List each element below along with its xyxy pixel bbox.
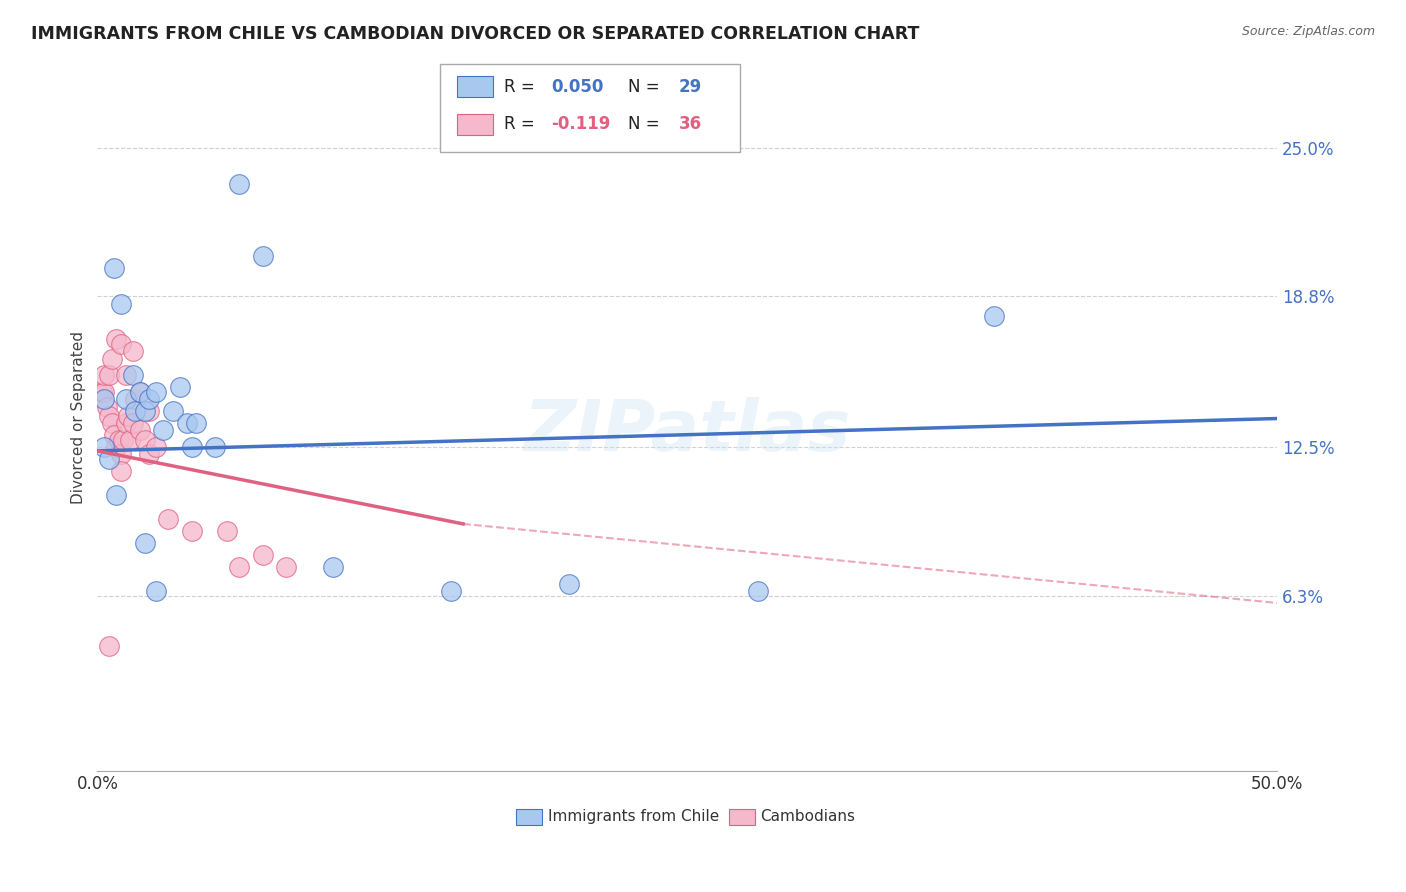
Point <box>204 440 226 454</box>
Point <box>96 400 118 414</box>
Point <box>138 447 160 461</box>
Text: -0.119: -0.119 <box>551 115 612 133</box>
Point <box>983 309 1005 323</box>
Bar <box>457 76 492 97</box>
Point <box>124 404 146 418</box>
Point <box>110 447 132 461</box>
FancyBboxPatch shape <box>440 64 741 153</box>
Point <box>252 249 274 263</box>
Point <box>105 333 128 347</box>
Point <box>152 424 174 438</box>
Text: 36: 36 <box>679 115 702 133</box>
Point <box>128 385 150 400</box>
Point <box>157 512 180 526</box>
Text: R =: R = <box>505 115 540 133</box>
Point <box>117 409 139 424</box>
Point <box>103 428 125 442</box>
Point <box>103 260 125 275</box>
Text: 29: 29 <box>679 78 703 95</box>
Point <box>120 433 142 447</box>
Point <box>93 440 115 454</box>
Point <box>228 177 250 191</box>
Point <box>747 584 769 599</box>
Point <box>128 385 150 400</box>
Point <box>138 392 160 407</box>
Point <box>110 337 132 351</box>
Point <box>322 560 344 574</box>
Bar <box>457 113 492 135</box>
Point <box>93 385 115 400</box>
Point <box>217 524 239 538</box>
Point <box>124 392 146 407</box>
Bar <box>728 809 755 825</box>
Point <box>98 452 121 467</box>
Point <box>100 351 122 366</box>
Point <box>180 524 202 538</box>
Point <box>121 344 143 359</box>
Text: ZIPatlas: ZIPatlas <box>523 397 851 466</box>
Point <box>440 584 463 599</box>
Point <box>114 392 136 407</box>
Bar <box>516 809 543 825</box>
Text: IMMIGRANTS FROM CHILE VS CAMBODIAN DIVORCED OR SEPARATED CORRELATION CHART: IMMIGRANTS FROM CHILE VS CAMBODIAN DIVOR… <box>31 25 920 43</box>
Point <box>98 368 121 383</box>
Y-axis label: Divorced or Separated: Divorced or Separated <box>72 331 86 504</box>
Text: 0.050: 0.050 <box>551 78 605 95</box>
Text: N =: N = <box>628 115 665 133</box>
Point <box>93 392 115 407</box>
Point <box>110 464 132 478</box>
Point <box>110 296 132 310</box>
Point <box>228 560 250 574</box>
Point <box>252 548 274 562</box>
Point <box>138 404 160 418</box>
Point <box>134 536 156 550</box>
Point <box>91 385 114 400</box>
Point <box>180 440 202 454</box>
Point <box>162 404 184 418</box>
Text: Source: ZipAtlas.com: Source: ZipAtlas.com <box>1241 25 1375 38</box>
Point <box>121 368 143 383</box>
Text: R =: R = <box>505 78 540 95</box>
Point <box>112 433 135 447</box>
Point <box>276 560 298 574</box>
Point <box>186 417 208 431</box>
Point <box>169 380 191 394</box>
Point <box>121 417 143 431</box>
Point <box>98 409 121 424</box>
Point <box>100 417 122 431</box>
Point <box>128 424 150 438</box>
Point <box>558 576 581 591</box>
Point <box>134 404 156 418</box>
Point <box>105 440 128 454</box>
Text: N =: N = <box>628 78 665 95</box>
Point <box>93 368 115 383</box>
Point <box>145 385 167 400</box>
Point <box>98 639 121 653</box>
Point <box>114 417 136 431</box>
Point <box>105 488 128 502</box>
Point <box>134 433 156 447</box>
Point <box>114 368 136 383</box>
Point <box>145 584 167 599</box>
Point <box>145 440 167 454</box>
Text: Cambodians: Cambodians <box>761 809 855 824</box>
Point <box>176 417 198 431</box>
Point <box>107 433 129 447</box>
Text: Immigrants from Chile: Immigrants from Chile <box>548 809 720 824</box>
